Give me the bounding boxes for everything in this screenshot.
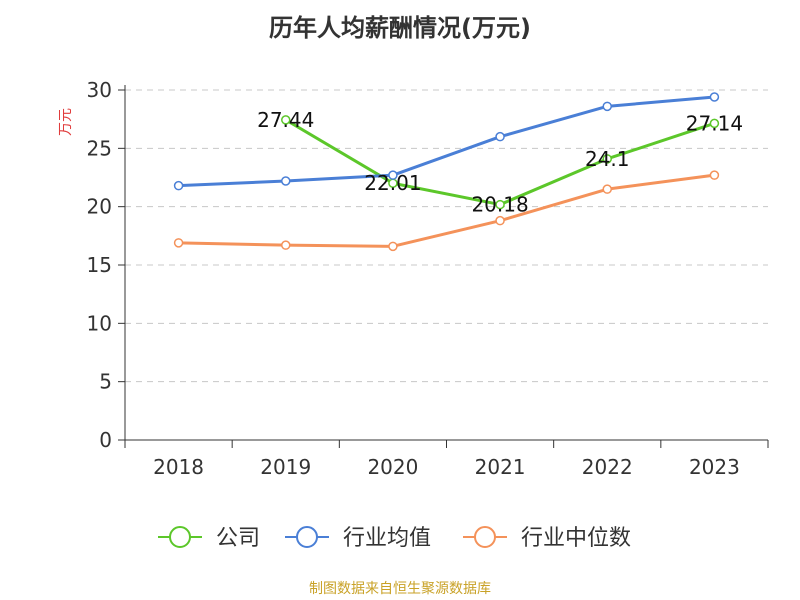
data-label: 27.14 xyxy=(686,111,743,135)
y-tick-label: 30 xyxy=(87,78,112,102)
series-lines xyxy=(173,92,720,252)
data-point[interactable] xyxy=(173,238,184,248)
data-point[interactable] xyxy=(495,215,505,226)
legend-item[interactable]: 公司 xyxy=(158,526,260,551)
data-point[interactable] xyxy=(281,115,291,125)
data-point[interactable] xyxy=(709,170,720,180)
data-label: 20.18 xyxy=(471,193,528,217)
x-tick-label: 2018 xyxy=(153,455,204,479)
data-point[interactable] xyxy=(602,154,612,164)
x-tick-label: 2023 xyxy=(689,455,740,479)
data-point[interactable] xyxy=(602,101,612,112)
data-point[interactable] xyxy=(388,170,398,180)
data-point[interactable] xyxy=(173,180,184,191)
data-point[interactable] xyxy=(709,92,720,102)
data-point[interactable] xyxy=(602,184,612,194)
legend-marker-icon xyxy=(474,526,496,548)
legend[interactable]: 公司 行业均值 行业中位数 xyxy=(158,526,631,551)
legend-marker-icon xyxy=(296,526,318,548)
x-tick-label: 2019 xyxy=(260,455,311,479)
data-point[interactable] xyxy=(388,241,398,252)
data-point[interactable] xyxy=(495,131,505,142)
y-tick-label: 0 xyxy=(99,428,112,452)
data-labels: 27.44 22.01 20.18 24.1 27.14 xyxy=(257,108,743,217)
x-tick-label: 2021 xyxy=(475,455,526,479)
series-line xyxy=(178,173,715,248)
legend-marker-icon xyxy=(169,526,191,548)
data-label: 24.1 xyxy=(585,147,630,171)
y-axis-label: 万元 xyxy=(58,108,74,136)
legend-item[interactable]: 行业均值 xyxy=(285,526,431,551)
axes: 0 5 10 15 20 25 30 2018 2019 2020 2021 2022 2023 xyxy=(87,78,769,479)
y-tick-label: 15 xyxy=(87,253,112,277)
y-tick-label: 10 xyxy=(87,311,112,335)
legend-item[interactable]: 行业中位数 xyxy=(463,526,631,551)
data-label: 22.01 xyxy=(364,171,421,195)
data-point[interactable] xyxy=(495,199,505,210)
y-tick-label: 5 xyxy=(99,370,112,394)
x-tick-label: 2020 xyxy=(367,455,418,479)
data-point[interactable] xyxy=(281,240,291,250)
x-tick-label: 2022 xyxy=(582,455,633,479)
data-source-note: 制图数据来自恒生聚源数据库 xyxy=(309,581,491,597)
legend-label: 行业均值 xyxy=(343,526,431,551)
series-line xyxy=(178,95,715,188)
data-point[interactable] xyxy=(709,118,720,129)
y-tick-label: 20 xyxy=(87,195,112,219)
grid-lines xyxy=(125,89,768,383)
y-tick-label: 25 xyxy=(87,136,112,160)
data-label: 27.44 xyxy=(257,108,314,132)
legend-label: 公司 xyxy=(216,526,260,551)
data-point[interactable] xyxy=(281,176,291,186)
chart-title: 历年人均薪酬情况(万元) xyxy=(269,14,531,42)
legend-label: 行业中位数 xyxy=(521,526,631,551)
